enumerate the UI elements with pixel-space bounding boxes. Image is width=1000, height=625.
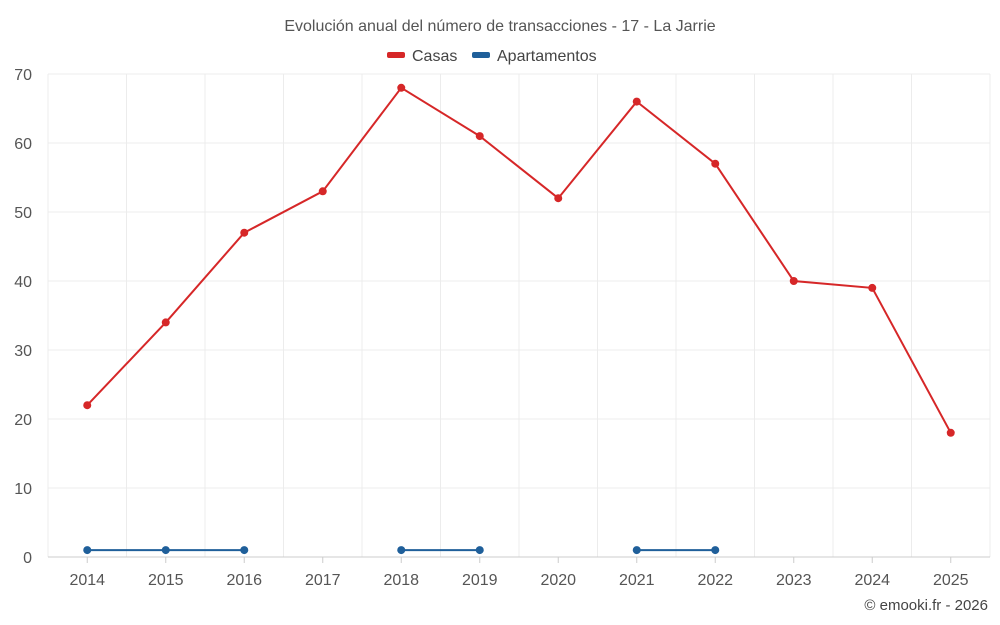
data-point-apartamentos[interactable] — [475, 546, 484, 555]
legend[interactable]: Casas Apartamentos — [387, 48, 597, 65]
legend-item-apartamentos[interactable]: Apartamentos — [472, 48, 597, 65]
x-tick-label: 2024 — [854, 572, 890, 589]
y-tick-label: 60 — [14, 136, 32, 153]
x-tick-label: 2022 — [697, 572, 733, 589]
x-tick-label: 2014 — [69, 572, 105, 589]
y-tick-label: 50 — [14, 205, 32, 222]
legend-swatch-apartamentos — [472, 52, 490, 58]
y-tick-label: 40 — [14, 274, 32, 291]
data-point-apartamentos[interactable] — [161, 546, 170, 555]
x-tick-label: 2015 — [148, 572, 184, 589]
x-tick-label: 2017 — [305, 572, 341, 589]
data-point-apartamentos[interactable] — [83, 546, 92, 555]
data-point-casas[interactable] — [83, 401, 92, 410]
data-point-casas[interactable] — [161, 318, 170, 327]
x-tick-label: 2018 — [383, 572, 419, 589]
data-point-casas[interactable] — [475, 132, 484, 141]
data-point-casas[interactable] — [868, 283, 877, 292]
data-point-casas[interactable] — [789, 277, 798, 285]
data-point-casas[interactable] — [554, 194, 563, 203]
data-point-apartamentos[interactable] — [711, 546, 720, 555]
data-point-casas[interactable] — [240, 228, 249, 237]
data-point-apartamentos[interactable] — [397, 546, 406, 555]
y-tick-label: 0 — [23, 550, 32, 567]
data-point-casas[interactable] — [397, 83, 406, 92]
y-tick-label: 20 — [14, 412, 32, 429]
x-tick-label: 2025 — [933, 572, 969, 589]
x-tick-label: 2023 — [776, 572, 812, 589]
series-apartamentos — [83, 546, 720, 555]
series-casas — [83, 83, 955, 437]
data-point-casas[interactable] — [711, 159, 720, 168]
grid — [47, 73, 991, 557]
x-tick-label: 2020 — [540, 572, 576, 589]
series — [83, 83, 955, 555]
series-line-casas — [86, 86, 952, 434]
y-tick-label: 10 — [14, 481, 32, 498]
chart-title: Evolución anual del número de transaccio… — [284, 18, 715, 35]
y-tick-label: 30 — [14, 343, 32, 360]
axes: 0 10 20 30 40 50 60 70 2014 2015 2016 2017 2018 2019 2… — [14, 67, 990, 589]
data-point-apartamentos[interactable] — [632, 546, 641, 555]
x-tick-label: 2021 — [619, 572, 655, 589]
x-tick-label: 2019 — [462, 572, 498, 589]
x-tick-label: 2016 — [226, 572, 262, 589]
data-point-casas[interactable] — [632, 97, 641, 106]
credit-text: © emooki.fr - 2026 — [864, 597, 988, 614]
data-point-casas[interactable] — [946, 428, 955, 437]
legend-swatch-casas — [387, 52, 405, 58]
data-point-casas[interactable] — [318, 187, 327, 196]
data-point-apartamentos[interactable] — [240, 546, 249, 555]
legend-label-casas: Casas — [412, 48, 457, 65]
legend-item-casas[interactable]: Casas — [387, 48, 457, 65]
y-tick-label: 70 — [14, 67, 32, 84]
legend-label-apartamentos: Apartamentos — [497, 48, 597, 65]
